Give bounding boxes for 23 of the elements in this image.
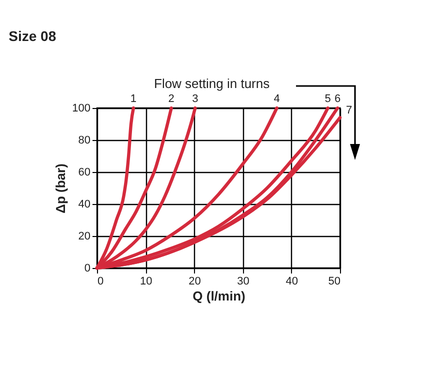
x-tick-label: 50 — [328, 276, 340, 288]
x-tick-label: 40 — [286, 276, 298, 288]
series-label: 2 — [168, 93, 174, 105]
y-tick-label: 60 — [78, 166, 90, 178]
series-label: 3 — [192, 93, 198, 105]
series-label: 7 — [346, 104, 352, 117]
y-tick-label: 20 — [78, 230, 90, 242]
series-label: 1 — [130, 93, 137, 105]
chart-title: Size 08 — [8, 28, 56, 44]
series-label: 4 — [274, 93, 280, 105]
text: Flow setting in turns — [154, 76, 270, 91]
x-axis-title: Q (l/min) — [192, 288, 246, 304]
y-tick-label: 80 — [78, 134, 90, 146]
series-label: 5 — [324, 93, 331, 105]
y-axis-title: Δp (bar) — [53, 164, 68, 214]
series-label: 6 — [334, 93, 341, 105]
x-tick-label: 30 — [237, 276, 250, 288]
y-tick-label: 100 — [72, 102, 90, 114]
x-tick-label: 0 — [98, 276, 104, 288]
x-tick-label: 20 — [188, 276, 201, 288]
x-tick-label: 10 — [140, 276, 152, 288]
y-tick-label: 40 — [78, 198, 90, 210]
y-tick-label: 0 — [84, 262, 90, 274]
